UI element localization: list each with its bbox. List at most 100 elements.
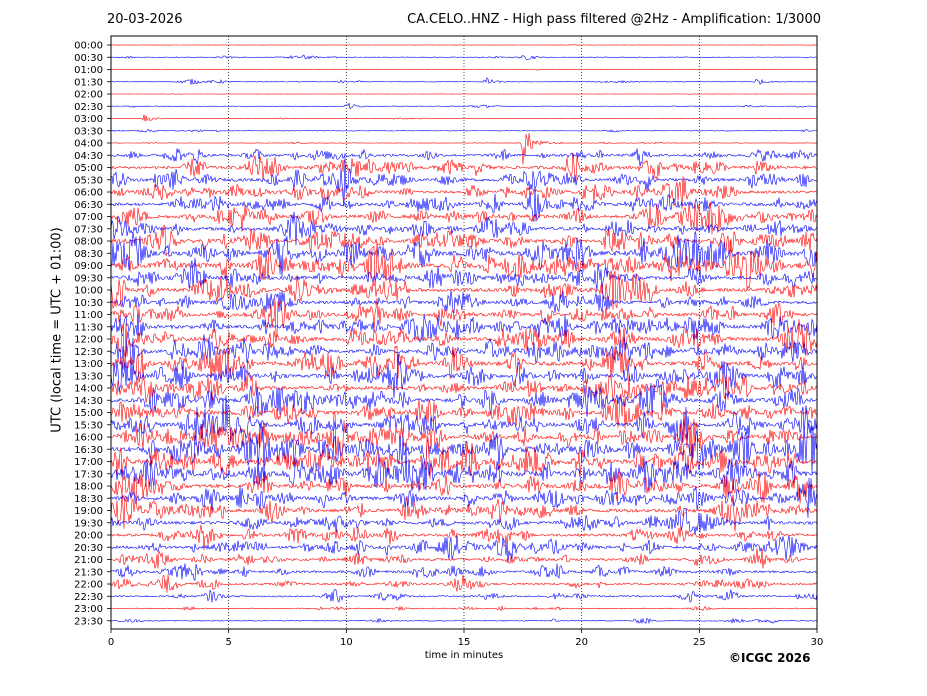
trace-1000 <box>111 270 817 310</box>
trace-1700 <box>111 435 817 480</box>
y-tick-label: 18:00 <box>74 482 103 493</box>
trace-1230 <box>111 331 817 367</box>
x-tick-label: 20 <box>575 637 588 648</box>
x-tick-label: 15 <box>458 637 471 648</box>
y-tick-label: 01:00 <box>74 65 103 76</box>
trace-2230 <box>111 589 817 603</box>
y-tick-label: 15:00 <box>74 408 103 419</box>
y-tick-label: 23:00 <box>74 604 103 615</box>
trace-1300 <box>111 342 817 383</box>
trace-1800 <box>111 471 817 504</box>
trace-2130 <box>111 563 817 581</box>
trace-1600 <box>111 410 817 467</box>
trace-0600 <box>111 176 817 209</box>
y-tick-label: 00:00 <box>74 41 103 52</box>
x-tick-label: 10 <box>340 637 353 648</box>
trace-0430 <box>111 148 817 167</box>
y-tick-label: 13:30 <box>74 371 103 382</box>
y-tick-label: 10:00 <box>74 286 103 297</box>
y-tick-label: 16:30 <box>74 445 103 456</box>
trace-0400 <box>111 133 817 165</box>
y-tick-label: 16:00 <box>74 433 103 444</box>
y-tick-label: 22:30 <box>74 592 103 603</box>
copyright-notice: ©ICGC 2026 <box>729 651 811 665</box>
trace-1330 <box>111 353 817 399</box>
y-tick-label: 01:30 <box>74 77 103 88</box>
y-tick-label: 00:30 <box>74 53 103 64</box>
trace-0730 <box>111 211 817 246</box>
trace-1030 <box>111 290 817 314</box>
trace-0800 <box>111 224 817 257</box>
y-tick-label: 11:00 <box>74 310 103 321</box>
y-tick-label: 06:00 <box>74 188 103 199</box>
x-tick-label: 5 <box>225 637 231 648</box>
y-tick-label: 07:00 <box>74 212 103 223</box>
y-tick-label: 20:00 <box>74 531 103 542</box>
y-tick-label: 12:00 <box>74 335 103 346</box>
trace-2200 <box>111 574 817 593</box>
trace-2100 <box>111 548 817 569</box>
y-tick-label: 23:30 <box>74 616 103 627</box>
y-tick-label: 02:30 <box>74 102 103 113</box>
trace-0100 <box>111 68 817 71</box>
y-tick-label: 15:30 <box>74 420 103 431</box>
trace-0300 <box>111 114 817 122</box>
trace-0700 <box>111 201 817 235</box>
y-tick-label: 21:30 <box>74 567 103 578</box>
trace-0500 <box>111 152 817 182</box>
trace-1730 <box>111 449 817 493</box>
y-tick-label: 04:30 <box>74 151 103 162</box>
trace-0000 <box>111 44 817 46</box>
y-tick-label: 02:00 <box>74 90 103 101</box>
y-tick-label: 21:00 <box>74 555 103 566</box>
y-tick-label: 17:00 <box>74 457 103 468</box>
y-tick-label: 14:30 <box>74 396 103 407</box>
trace-1100 <box>111 297 817 338</box>
y-tick-label: 04:00 <box>74 139 103 150</box>
y-tick-label: 12:30 <box>74 347 103 358</box>
x-axis-label: time in minutes <box>424 650 504 661</box>
trace-0030 <box>111 54 817 60</box>
y-tick-label: 09:00 <box>74 261 103 272</box>
y-tick-label: 18:30 <box>74 494 103 505</box>
trace-1400 <box>111 373 817 404</box>
trace-0130 <box>111 77 817 85</box>
chart-date: 20-03-2026 <box>107 12 183 27</box>
y-tick-label: 14:00 <box>74 384 103 395</box>
x-tick-label: 25 <box>693 637 706 648</box>
trace-1130 <box>111 314 817 343</box>
x-axis-ticks: 0 5 10 15 20 25 30 <box>108 629 824 648</box>
y-tick-label: 11:30 <box>74 322 103 333</box>
trace-0830 <box>111 231 817 278</box>
trace-2030 <box>111 535 817 563</box>
y-tick-label: 08:00 <box>74 237 103 248</box>
y-tick-label: 17:30 <box>74 469 103 480</box>
y-tick-label: 06:30 <box>74 200 103 211</box>
trace-2000 <box>111 524 817 550</box>
y-tick-label: 09:30 <box>74 273 103 284</box>
seismic-traces <box>111 44 817 625</box>
y-tick-label: 13:00 <box>74 359 103 370</box>
y-tick-label: 20:30 <box>74 543 103 554</box>
trace-1500 <box>111 393 817 429</box>
y-tick-label: 05:00 <box>74 163 103 174</box>
y-tick-label: 07:30 <box>74 224 103 235</box>
trace-1900 <box>111 493 817 532</box>
vertical-gridlines <box>228 36 700 629</box>
trace-0930 <box>111 257 817 294</box>
trace-1930 <box>111 507 817 535</box>
y-tick-label: 22:00 <box>74 580 103 591</box>
trace-0200 <box>111 93 817 95</box>
y-tick-label: 19:30 <box>74 518 103 529</box>
x-tick-label: 30 <box>811 637 824 648</box>
trace-0230 <box>111 102 817 110</box>
trace-1200 <box>111 319 817 359</box>
trace-0900 <box>111 240 817 291</box>
y-tick-label: 03:30 <box>74 126 103 137</box>
trace-2300 <box>111 605 817 612</box>
y-tick-label: 19:00 <box>74 506 103 517</box>
trace-0530 <box>111 156 817 207</box>
y-tick-label: 03:00 <box>74 114 103 125</box>
